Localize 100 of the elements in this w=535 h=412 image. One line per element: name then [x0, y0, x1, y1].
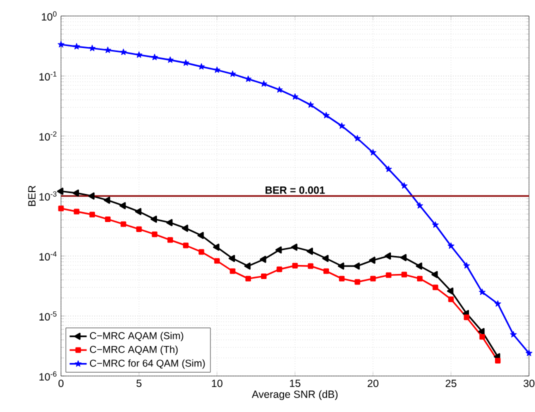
- point: [432, 284, 438, 290]
- point: [354, 279, 360, 285]
- point: [306, 248, 313, 255]
- point: [354, 134, 361, 142]
- point: [72, 189, 79, 197]
- point: [478, 328, 485, 336]
- point: [494, 300, 502, 307]
- point: [151, 54, 158, 60]
- point: [58, 41, 64, 48]
- point: [479, 334, 485, 340]
- point: [495, 358, 501, 364]
- point: [136, 51, 142, 58]
- point: [182, 224, 188, 232]
- point: [88, 192, 95, 200]
- y-axis-title: BER: [28, 186, 36, 206]
- point: [417, 276, 423, 282]
- y-tick-label: 10$^{-1}$: [39, 71, 56, 81]
- x-tick-label: 0: [58, 380, 64, 388]
- point: [167, 237, 173, 243]
- legend-label: C−MRC AQAM (Sim): [90, 332, 184, 342]
- point: [308, 263, 314, 269]
- point: [370, 276, 376, 282]
- point: [447, 288, 454, 295]
- y-tick-label: 10$^{-3}$: [39, 191, 56, 201]
- ref-line-label: BER = 0.001: [266, 186, 325, 194]
- point: [214, 258, 220, 264]
- point: [104, 46, 112, 53]
- point: [292, 262, 298, 268]
- point: [463, 262, 470, 269]
- point: [198, 249, 204, 255]
- point: [416, 262, 422, 270]
- point: [369, 256, 376, 264]
- point: [104, 196, 110, 204]
- y-tick-label: 10$^{-5}$: [39, 311, 57, 321]
- point: [385, 166, 392, 172]
- point: [136, 226, 142, 232]
- point: [322, 112, 330, 118]
- point: [74, 208, 80, 214]
- point: [89, 212, 95, 218]
- x-tick-label: 20: [368, 380, 378, 388]
- point: [150, 216, 157, 223]
- point: [183, 242, 189, 248]
- point: [510, 331, 517, 338]
- point: [166, 56, 174, 63]
- point: [323, 268, 329, 274]
- point: [73, 43, 80, 50]
- point: [214, 66, 220, 73]
- point: [291, 244, 298, 251]
- point: [120, 48, 127, 56]
- point: [384, 252, 391, 260]
- point: [244, 262, 251, 270]
- point: [292, 93, 298, 100]
- point: [228, 254, 235, 262]
- point: [338, 262, 344, 270]
- x-tick-label: 10: [212, 380, 222, 388]
- point: [182, 59, 190, 66]
- legend-label: C−MRC for 64 QAM (Sim): [90, 359, 205, 369]
- point: [166, 219, 173, 226]
- point: [261, 273, 267, 280]
- point: [478, 288, 486, 296]
- x-tick-label: 15: [290, 380, 300, 387]
- y-tick-label: 10$^{-2}$: [39, 131, 56, 141]
- x-tick-label: 5: [136, 380, 142, 387]
- point: [432, 221, 439, 228]
- point: [152, 232, 158, 238]
- point: [416, 202, 424, 209]
- point: [400, 182, 408, 189]
- point: [526, 350, 532, 356]
- point: [370, 149, 376, 156]
- point: [57, 188, 64, 195]
- point: [448, 296, 454, 302]
- point: [105, 216, 111, 222]
- point: [58, 206, 64, 212]
- y-tick-label: 10$^{-6}$: [39, 371, 56, 381]
- point: [339, 276, 345, 282]
- point: [353, 262, 360, 270]
- x-tick-label: 30: [524, 380, 534, 388]
- point: [276, 86, 283, 93]
- point: [135, 208, 142, 216]
- point: [230, 268, 236, 274]
- x-tick-label: 25: [446, 380, 456, 388]
- point: [322, 254, 329, 262]
- point: [213, 244, 220, 251]
- point: [260, 256, 266, 263]
- point: [198, 63, 205, 70]
- point: [88, 44, 96, 52]
- point: [448, 242, 454, 249]
- point: [386, 272, 392, 278]
- y-tick-label: 10$^{-4}$: [39, 251, 57, 261]
- point: [120, 221, 126, 227]
- point: [464, 314, 470, 320]
- point: [260, 80, 268, 87]
- point: [400, 254, 407, 262]
- point: [431, 271, 438, 278]
- point: [197, 232, 204, 240]
- point: [245, 276, 251, 282]
- x-axis-title: Average SNR (dB): [252, 390, 338, 400]
- point: [276, 266, 282, 272]
- point: [338, 122, 346, 129]
- point: [119, 202, 126, 210]
